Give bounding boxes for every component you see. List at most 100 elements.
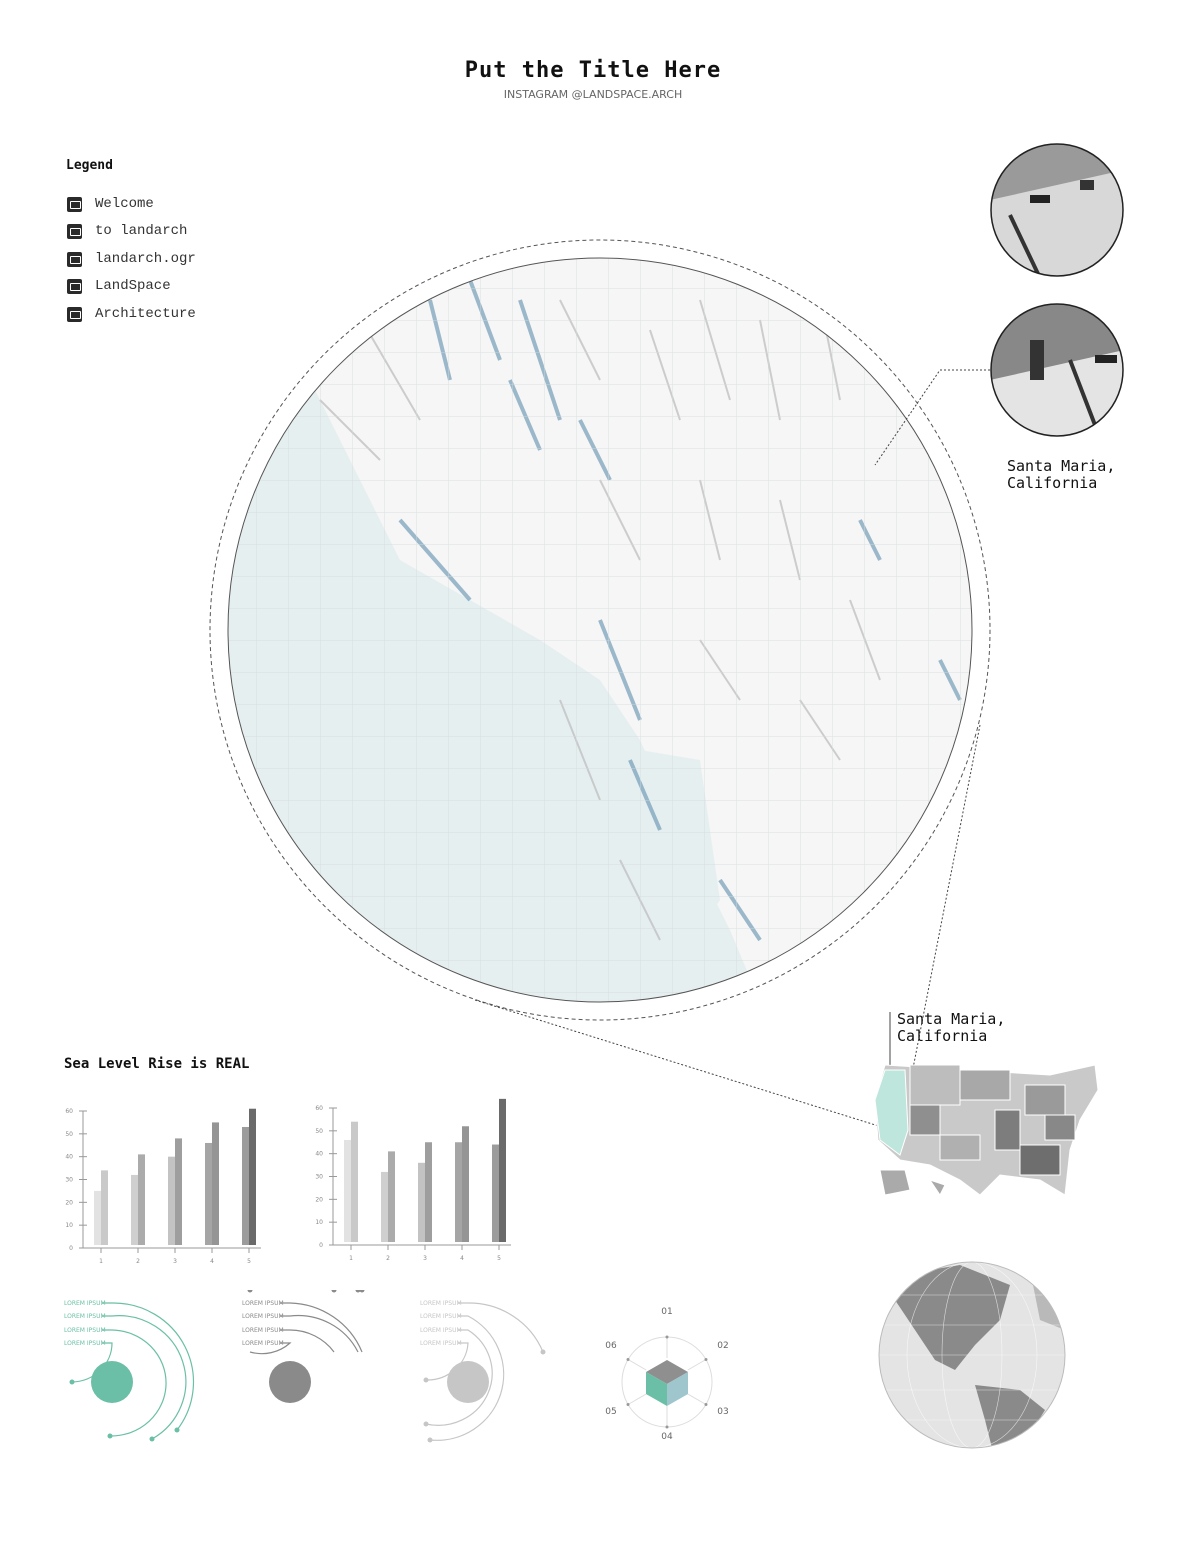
orbit-label: LOREM IPSUM (64, 1327, 106, 1334)
bar (249, 1108, 256, 1245)
orbit-graphic: LOREM IPSUM LOREM IPSUM LOREM IPSUM LOREM I… (420, 1300, 546, 1443)
orbit-label: LOREM IPSUM (64, 1340, 106, 1347)
bar (388, 1151, 395, 1242)
x-tick-label: 5 (497, 1255, 501, 1262)
legend-label: to landarch (95, 223, 188, 239)
bar (168, 1156, 175, 1245)
orbit-dot (427, 1437, 433, 1443)
hex-node (704, 1403, 708, 1406)
y-tick-label: 60 (315, 1105, 323, 1112)
hex-label: 02 (717, 1341, 728, 1351)
orbit-arc (425, 1329, 493, 1426)
orbit-arc (102, 1315, 187, 1440)
bar (344, 1139, 351, 1242)
orbit-dot (247, 1290, 253, 1293)
legend-item: Welcome (67, 196, 154, 212)
legend-item: landarch.ogr (67, 251, 196, 267)
bar (351, 1121, 358, 1242)
bar (492, 1144, 499, 1242)
page-title: Put the Title Here (464, 58, 722, 83)
legend-label: landarch.ogr (95, 251, 196, 267)
hex-spoke (687, 1359, 707, 1371)
dashed-ring (209, 239, 991, 1021)
orbit-dot (423, 1377, 429, 1383)
site-photo-1[interactable] (990, 144, 1124, 278)
us-map-location-label: Santa Maria, California (897, 1010, 1006, 1045)
orbit-arc (102, 1329, 167, 1437)
legend-title: Legend (66, 158, 113, 173)
relief-map[interactable] (228, 258, 972, 1002)
bar (242, 1126, 249, 1245)
orbit-graphic: LOREM IPSUM LOREM IPSUM LOREM IPSUM LOREM I… (242, 1290, 365, 1403)
globe[interactable] (878, 1261, 1070, 1460)
us-map[interactable] (874, 1064, 1099, 1196)
orbit-dot (355, 1290, 361, 1293)
orbit-label: LOREM IPSUM (242, 1313, 284, 1320)
orbit-arc (458, 1302, 544, 1353)
orbit-arc (280, 1314, 359, 1353)
hex-node (665, 1335, 669, 1339)
photo-icon (67, 223, 82, 239)
bar (425, 1142, 432, 1242)
legend-label: Architecture (95, 306, 196, 322)
x-tick-label: 5 (247, 1258, 251, 1265)
y-tick-label: 60 (65, 1108, 73, 1115)
bar (94, 1190, 101, 1245)
section-title: Sea Level Rise is REAL (64, 1056, 250, 1072)
orbit-label: LOREM IPSUM (420, 1300, 462, 1307)
orbit-label: LOREM IPSUM (420, 1313, 462, 1320)
bar (205, 1142, 212, 1245)
x-tick-label: 1 (349, 1255, 353, 1262)
orbit-dot (423, 1421, 429, 1427)
hex-node (626, 1358, 630, 1361)
orbit-arc (280, 1302, 363, 1353)
site-photo-2[interactable] (990, 304, 1124, 438)
x-tick-label: 4 (210, 1258, 214, 1265)
y-tick-label: 10 (315, 1219, 323, 1226)
orbit-graphic: LOREM IPSUM LOREM IPSUM LOREM IPSUM LOREM I… (64, 1300, 195, 1442)
hex-node (626, 1403, 630, 1406)
bar (101, 1170, 108, 1245)
legend-label: LandSpace (95, 278, 171, 294)
hex-spoke (627, 1359, 647, 1371)
legend-item: LandSpace (67, 278, 171, 294)
hex-node (665, 1425, 669, 1429)
hex-label: 04 (661, 1432, 673, 1442)
bar (455, 1142, 462, 1242)
orbit-arc (280, 1329, 335, 1353)
orbit-label: LOREM IPSUM (420, 1327, 462, 1334)
legend-item: Architecture (67, 306, 196, 322)
page-subtitle: INSTAGRAM @LANDSPACE.ARCH (503, 88, 683, 101)
y-tick-label: 0 (319, 1242, 323, 1249)
orbit-dot (359, 1290, 365, 1293)
x-tick-label: 1 (99, 1258, 103, 1265)
photo-icon (67, 196, 82, 212)
orbit-dot (540, 1349, 546, 1355)
legend-label: Welcome (95, 196, 154, 212)
y-tick-label: 50 (315, 1128, 323, 1135)
orbit-label: LOREM IPSUM (242, 1327, 284, 1334)
building-icon (67, 278, 82, 294)
bar-chart-2: 0 10 20 30 40 50 60 1 2 3 4 5 (315, 1098, 511, 1262)
hex-label: 06 (605, 1341, 617, 1351)
orbit-label: LOREM IPSUM (242, 1300, 284, 1307)
x-tick-label: 4 (460, 1255, 464, 1262)
cube-right (667, 1372, 688, 1406)
bar (212, 1122, 219, 1245)
building-icon (67, 251, 82, 267)
x-tick-label: 2 (386, 1255, 390, 1262)
orbit-label: LOREM IPSUM (242, 1340, 284, 1347)
orbit-center (269, 1361, 311, 1403)
bar (131, 1174, 138, 1245)
bar (499, 1098, 506, 1242)
hex-spoke (627, 1393, 647, 1405)
orbit-label: LOREM IPSUM (420, 1340, 462, 1347)
orbit-arc (249, 1342, 292, 1355)
orbit-dot (69, 1379, 75, 1385)
hex-node (704, 1358, 708, 1361)
bar (175, 1138, 182, 1245)
y-tick-label: 30 (65, 1177, 73, 1184)
orbit-arc (425, 1342, 469, 1381)
bar (462, 1126, 469, 1242)
